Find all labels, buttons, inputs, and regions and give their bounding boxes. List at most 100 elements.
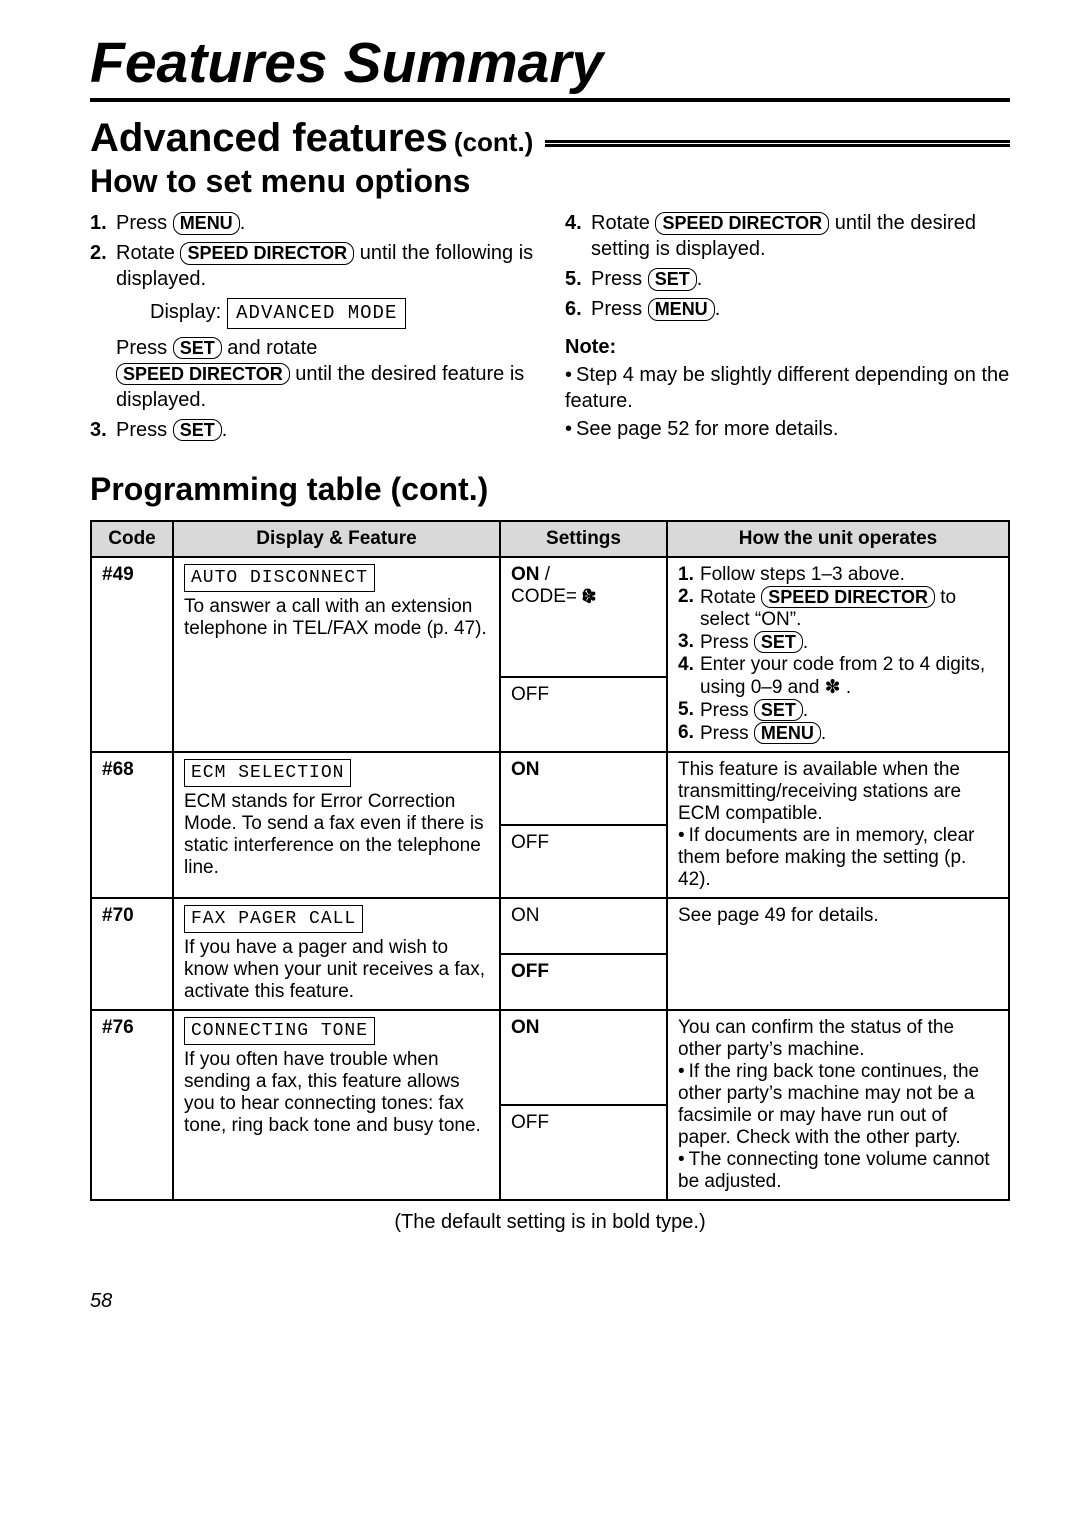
display-70-box: FAX PAGER CALL	[184, 905, 363, 933]
display-49-box: AUTO DISCONNECT	[184, 564, 375, 592]
step-3-dot: .	[222, 419, 228, 441]
set-button-label-t2: SET	[754, 699, 803, 722]
step-6-dot: .	[715, 298, 721, 320]
step-5-text: Press	[591, 268, 648, 290]
settings-70-off-label: OFF	[511, 961, 549, 982]
instruction-columns: 1. Press MENU. 2. Rotate SPEED DIRECTOR …	[90, 210, 1010, 447]
th-settings: Settings	[500, 521, 667, 557]
step-4: 4. Rotate SPEED DIRECTOR until the desir…	[565, 210, 1010, 262]
ops-76-p1: You can confirm the status of the other …	[678, 1017, 954, 1060]
table-row: #76 CONNECTING TONE If you often have tr…	[91, 1010, 1009, 1105]
ops-49-3dot: .	[803, 632, 808, 653]
step-1-dot: .	[240, 212, 246, 234]
display-76-text: If you often have trouble when sending a…	[184, 1049, 481, 1136]
th-code: Code	[91, 521, 173, 557]
speed-director-button-label-2: SPEED DIRECTOR	[116, 363, 290, 386]
ops-76: You can confirm the status of the other …	[667, 1010, 1009, 1200]
set-button-label-2: SET	[173, 419, 222, 442]
step-2b-a: Press	[116, 337, 173, 359]
note-bullet-1: Step 4 may be slightly different dependi…	[565, 362, 1010, 414]
display-76-box: CONNECTING TONE	[184, 1017, 375, 1045]
ops-68-p1: This feature is available when the trans…	[678, 759, 961, 824]
ops-49-4star: ✽	[825, 677, 841, 698]
howto-heading: How to set menu options	[90, 163, 1010, 200]
code-68: #68	[91, 752, 173, 898]
settings-70-on: ON	[500, 898, 667, 954]
settings-76-off: OFF	[500, 1105, 667, 1200]
settings-70-off: OFF	[500, 954, 667, 1010]
ops-76-b2: The connecting tone volume cannot be adj…	[678, 1149, 998, 1193]
ops-49-1: Follow steps 1–3 above.	[700, 564, 905, 586]
default-note: (The default setting is in bold type.)	[90, 1211, 1010, 1234]
ops-49-4dot: .	[841, 677, 852, 698]
step-6-text: Press	[591, 298, 648, 320]
th-how: How the unit operates	[667, 521, 1009, 557]
page: Features Summary Advanced features (cont…	[0, 0, 1080, 1353]
speed-director-button-label-3: SPEED DIRECTOR	[655, 212, 829, 235]
step-5: 5. Press SET.	[565, 266, 1010, 292]
menu-button-label-t: MENU	[754, 722, 821, 745]
ops-49-5dot: .	[803, 700, 808, 721]
ops-68: This feature is available when the trans…	[667, 752, 1009, 898]
note-header: Note:	[565, 334, 1010, 360]
ops-49-2a: Rotate	[700, 587, 761, 608]
speed-director-button-label: SPEED DIRECTOR	[180, 242, 354, 265]
page-number: 58	[90, 1290, 1010, 1313]
advanced-cont: (cont.)	[454, 127, 533, 158]
step-2-text-a: Rotate	[116, 242, 180, 264]
step-5-dot: .	[697, 268, 703, 290]
code-76: #76	[91, 1010, 173, 1200]
step-4-text-a: Rotate	[591, 212, 655, 234]
display-68: ECM SELECTION ECM stands for Error Corre…	[173, 752, 500, 898]
settings-49-on-label: ON	[511, 564, 540, 585]
th-display: Display & Feature	[173, 521, 500, 557]
code-70: #70	[91, 898, 173, 1010]
note-bullet-2: See page 52 for more details.	[565, 416, 1010, 442]
note-list: Step 4 may be slightly different dependi…	[565, 362, 1010, 442]
programming-title: Programming table (cont.)	[90, 471, 1010, 508]
ops-49-5a: Press	[700, 700, 754, 721]
table-row: #70 FAX PAGER CALL If you have a pager a…	[91, 898, 1009, 954]
ops-70-text: See page 49 for details.	[678, 905, 879, 926]
page-title: Features Summary	[90, 30, 1010, 102]
set-button-label: SET	[173, 337, 222, 360]
table-header-row: Code Display & Feature Settings How the …	[91, 521, 1009, 557]
settings-76-on-label: ON	[511, 1017, 540, 1038]
step-3-text: Press	[116, 419, 173, 441]
settings-49-star: ✽	[581, 586, 597, 609]
ops-49-3a: Press	[700, 632, 754, 653]
menu-button-label: MENU	[173, 212, 240, 235]
set-button-label-3: SET	[648, 268, 697, 291]
display-70: FAX PAGER CALL If you have a pager and w…	[173, 898, 500, 1010]
table-row: #68 ECM SELECTION ECM stands for Error C…	[91, 752, 1009, 825]
heading-rule	[545, 140, 1010, 147]
display-49-text: To answer a call with an extension telep…	[184, 596, 487, 639]
step-3: 3. Press SET.	[90, 417, 535, 443]
settings-68-on-label: ON	[511, 759, 540, 780]
ops-68-b1: If documents are in memory, clear them b…	[678, 825, 998, 891]
settings-68-off: OFF	[500, 825, 667, 898]
menu-button-label-2: MENU	[648, 298, 715, 321]
display-68-box: ECM SELECTION	[184, 759, 351, 787]
left-column: 1. Press MENU. 2. Rotate SPEED DIRECTOR …	[90, 210, 535, 447]
advanced-heading-line: Advanced features (cont.)	[90, 116, 1010, 161]
step-1-text: Press	[116, 212, 173, 234]
step-1: 1. Press MENU.	[90, 210, 535, 236]
display-68-text: ECM stands for Error Correction Mode. To…	[184, 791, 484, 878]
code-49: #49	[91, 557, 173, 752]
ops-76-b1: If the ring back tone continues, the oth…	[678, 1061, 998, 1149]
speed-director-button-label-t: SPEED DIRECTOR	[761, 586, 935, 609]
programming-table: Code Display & Feature Settings How the …	[90, 520, 1010, 1201]
settings-68-on: ON	[500, 752, 667, 825]
right-column: 4. Rotate SPEED DIRECTOR until the desir…	[565, 210, 1010, 447]
display-76: CONNECTING TONE If you often have troubl…	[173, 1010, 500, 1200]
step-6: 6. Press MENU.	[565, 296, 1010, 322]
set-button-label-t1: SET	[754, 631, 803, 654]
display-49: AUTO DISCONNECT To answer a call with an…	[173, 557, 500, 752]
table-row: #49 AUTO DISCONNECT To answer a call wit…	[91, 557, 1009, 677]
display-line: Display: ADVANCED MODE	[150, 298, 535, 329]
step-2: 2. Rotate SPEED DIRECTOR until the follo…	[90, 240, 535, 292]
advanced-heading: Advanced features	[90, 116, 448, 161]
display-value-box: ADVANCED MODE	[227, 298, 406, 329]
settings-49-on-slash: /	[540, 564, 551, 585]
